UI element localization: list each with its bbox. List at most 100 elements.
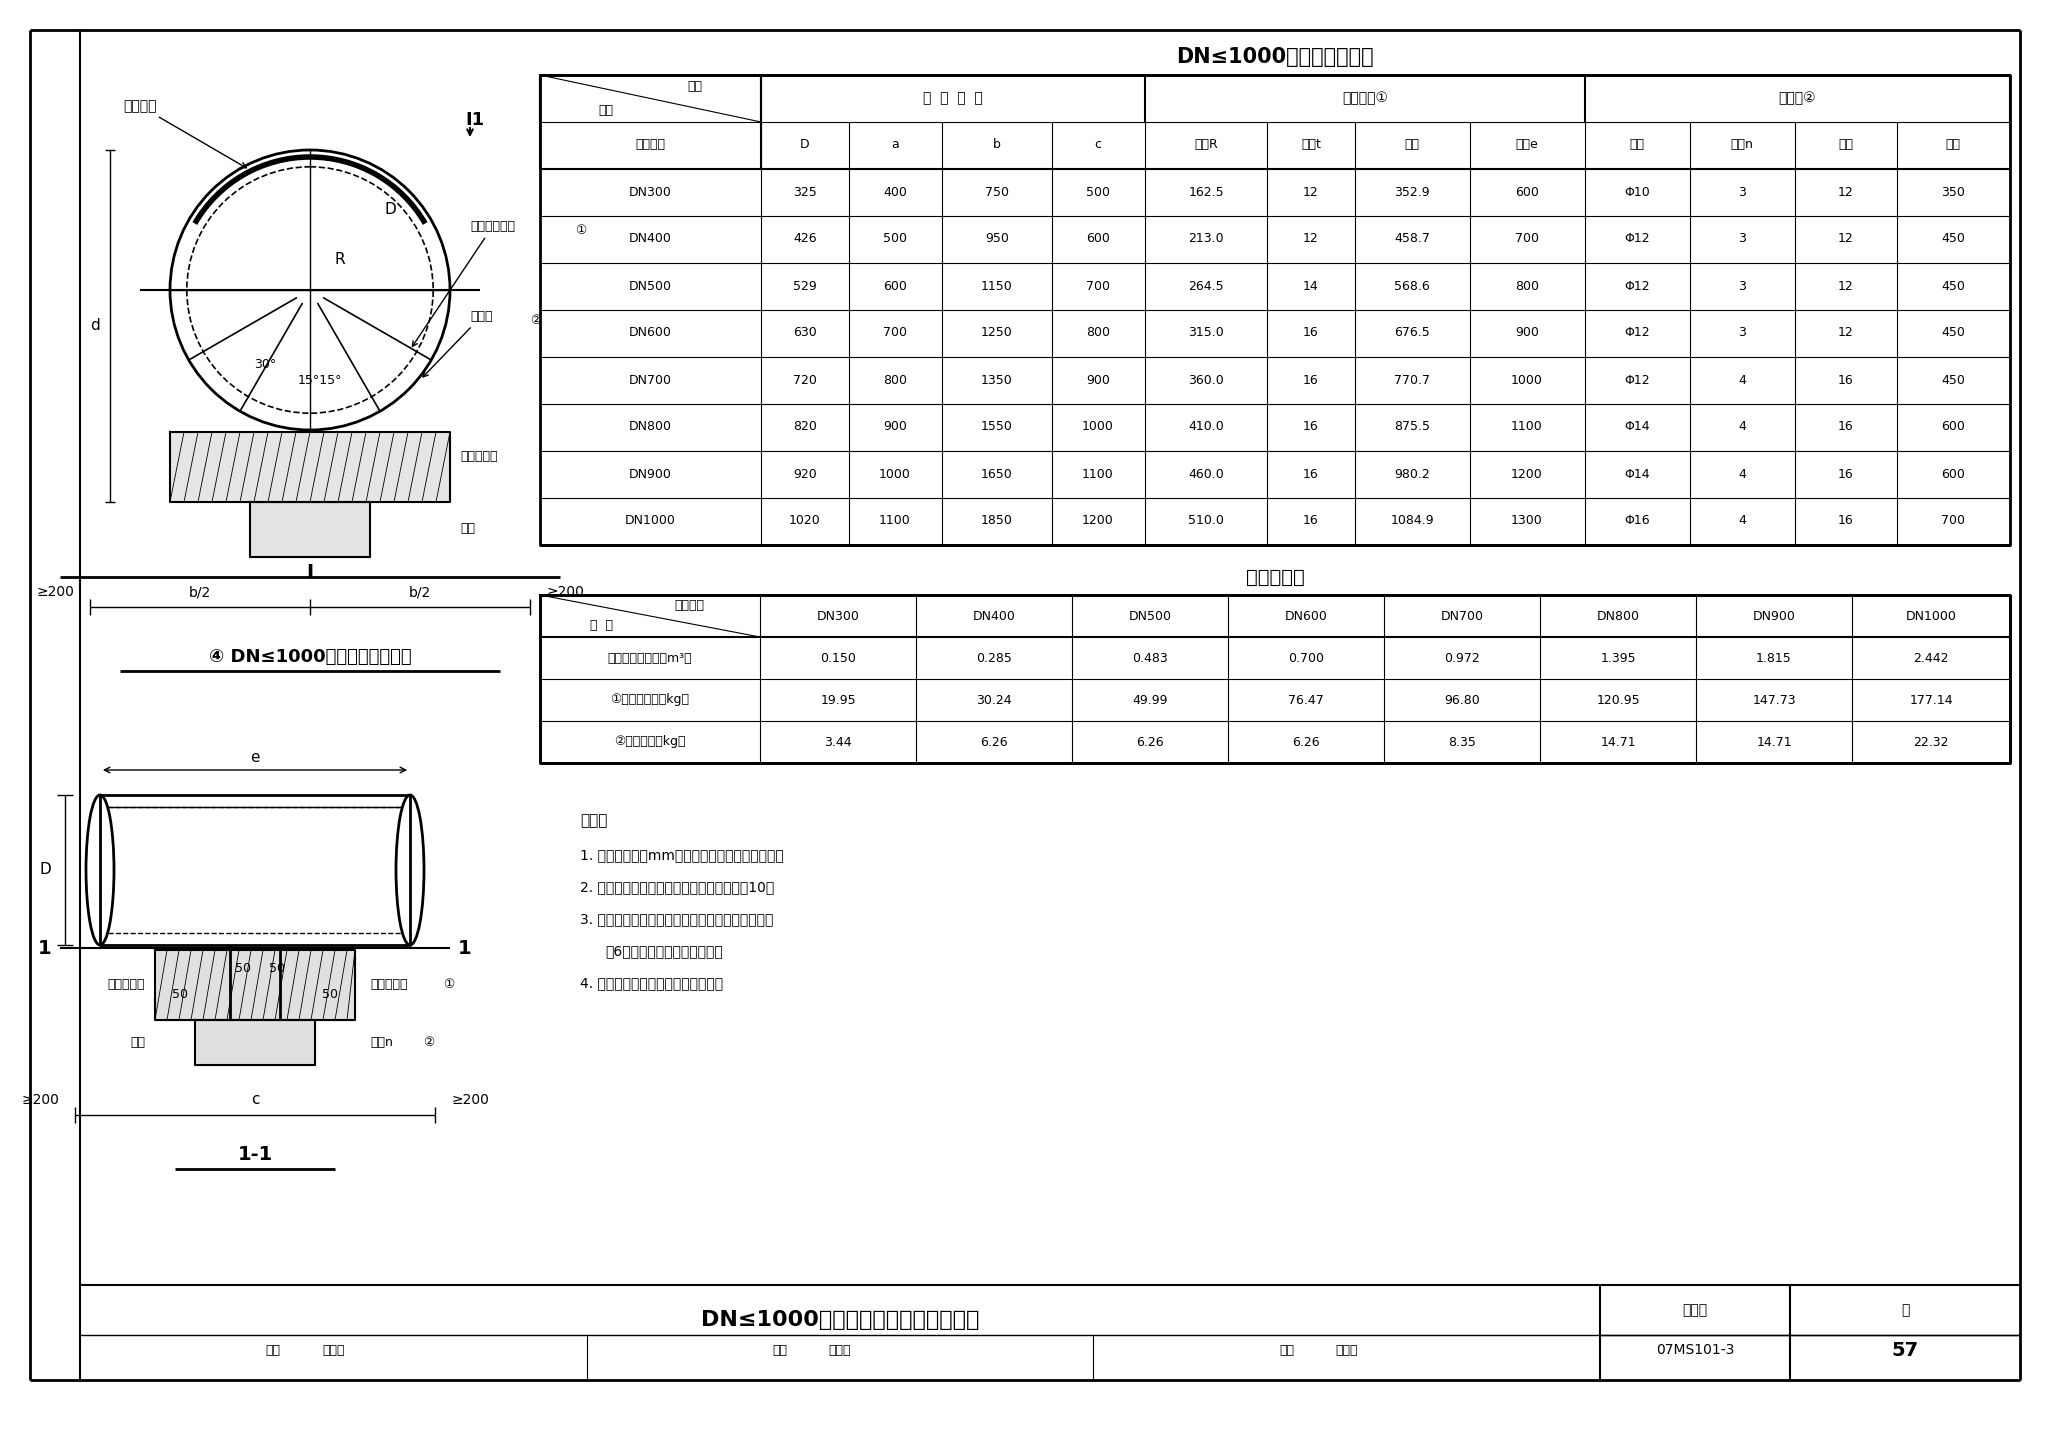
Text: 1200: 1200 [1081,515,1114,528]
Text: 0.972: 0.972 [1444,652,1481,665]
Text: Φ12: Φ12 [1624,233,1651,246]
Text: R: R [334,252,346,268]
Text: 支  座  尺  寸: 支 座 尺 寸 [924,91,983,105]
Text: 50: 50 [268,961,285,974]
Text: D: D [385,203,395,217]
Text: 1: 1 [459,938,471,957]
Text: 1000: 1000 [1511,374,1542,387]
Text: 尹克明: 尹克明 [1335,1344,1358,1357]
Text: 1000: 1000 [879,468,911,481]
Text: DN400: DN400 [629,233,672,246]
Text: 4: 4 [1739,468,1747,481]
Text: ②: ② [424,1036,434,1049]
Text: 16: 16 [1303,327,1319,340]
Text: 12: 12 [1839,279,1853,292]
Text: 1-1: 1-1 [238,1145,272,1164]
Text: 1.395: 1.395 [1599,652,1636,665]
Text: Φ16: Φ16 [1624,515,1651,528]
Text: 3: 3 [1739,279,1747,292]
Text: c: c [1094,138,1102,151]
Text: Φ14: Φ14 [1624,420,1651,433]
Text: 锚固筋②: 锚固筋② [1778,91,1817,105]
Text: Φ10: Φ10 [1624,186,1651,199]
Text: 0.285: 0.285 [977,652,1012,665]
Text: 750: 750 [985,186,1010,199]
Text: 12: 12 [1839,233,1853,246]
Text: 8.35: 8.35 [1448,735,1477,748]
Text: DN700: DN700 [629,374,672,387]
Text: 450: 450 [1942,327,1964,340]
Text: 1300: 1300 [1511,515,1542,528]
Text: 4. 混凝土支座与支堀应有可靠连接。: 4. 混凝土支座与支堀应有可靠连接。 [580,976,723,990]
Text: 352.9: 352.9 [1395,186,1430,199]
Text: 450: 450 [1942,279,1964,292]
Text: DN800: DN800 [1597,610,1640,623]
Text: 600: 600 [1516,186,1538,199]
Text: 510.0: 510.0 [1188,515,1225,528]
Text: 460.0: 460.0 [1188,468,1225,481]
Text: 720: 720 [793,374,817,387]
Text: 1100: 1100 [1511,420,1542,433]
Text: 1020: 1020 [788,515,821,528]
Text: 700: 700 [883,327,907,340]
Text: 预塑弧形垫板: 预塑弧形垫板 [412,220,514,347]
Text: 07MS101-3: 07MS101-3 [1657,1343,1735,1357]
Text: 500: 500 [1085,186,1110,199]
Text: a: a [891,138,899,151]
Text: 长度: 长度 [1946,138,1960,151]
Text: 800: 800 [883,374,907,387]
Text: 满焊焊接: 满焊焊接 [123,99,246,168]
Text: 4: 4 [1739,420,1747,433]
Text: 6.26: 6.26 [1137,735,1163,748]
Text: 1550: 1550 [981,420,1014,433]
Text: 213.0: 213.0 [1188,233,1225,246]
Text: I: I [307,563,313,581]
Text: ≥200: ≥200 [547,586,584,599]
Text: 3: 3 [1739,327,1747,340]
Text: 568.6: 568.6 [1395,279,1430,292]
Text: 6.26: 6.26 [981,735,1008,748]
Text: 4: 4 [1739,374,1747,387]
Text: 板长e: 板长e [1516,138,1538,151]
Text: 弧形垫板①: 弧形垫板① [1341,91,1389,105]
Text: 676.5: 676.5 [1395,327,1430,340]
Text: 尹克明: 尹克明 [322,1344,344,1357]
Text: 1: 1 [39,938,51,957]
Text: 177.14: 177.14 [1909,694,1954,707]
Text: DN600: DN600 [629,327,672,340]
Text: 0.483: 0.483 [1133,652,1167,665]
Text: 根数: 根数 [1839,138,1853,151]
Text: 2.442: 2.442 [1913,652,1950,665]
Text: 16: 16 [1839,468,1853,481]
Text: 426: 426 [793,233,817,246]
Text: 96.80: 96.80 [1444,694,1481,707]
Text: 820: 820 [793,420,817,433]
Text: 900: 900 [1516,327,1538,340]
Text: 页: 页 [1901,1302,1909,1317]
Text: ≥200: ≥200 [37,586,74,599]
Text: 22.32: 22.32 [1913,735,1950,748]
Text: e: e [250,751,260,766]
Text: 360.0: 360.0 [1188,374,1225,387]
Text: D: D [801,138,809,151]
Text: 120.95: 120.95 [1595,694,1640,707]
Text: 400: 400 [883,186,907,199]
Text: 410.0: 410.0 [1188,420,1225,433]
Text: 700: 700 [1516,233,1538,246]
Text: 3: 3 [1739,233,1747,246]
Text: DN500: DN500 [1128,610,1171,623]
Text: Φ12: Φ12 [1624,327,1651,340]
Text: 12: 12 [1839,186,1853,199]
Text: 直径: 直径 [1630,138,1645,151]
Text: DN900: DN900 [1753,610,1796,623]
Text: DN300: DN300 [629,186,672,199]
Text: 项次: 项次 [598,104,614,117]
Text: 600: 600 [883,279,907,292]
Text: Φ14: Φ14 [1624,468,1651,481]
Text: 12: 12 [1839,327,1853,340]
Text: 内径R: 内径R [1194,138,1219,151]
Text: DN300: DN300 [817,610,860,623]
Text: 800: 800 [1085,327,1110,340]
Text: ①弧形垃板重（kg）: ①弧形垃板重（kg） [610,694,690,707]
Text: 12: 12 [1303,186,1319,199]
